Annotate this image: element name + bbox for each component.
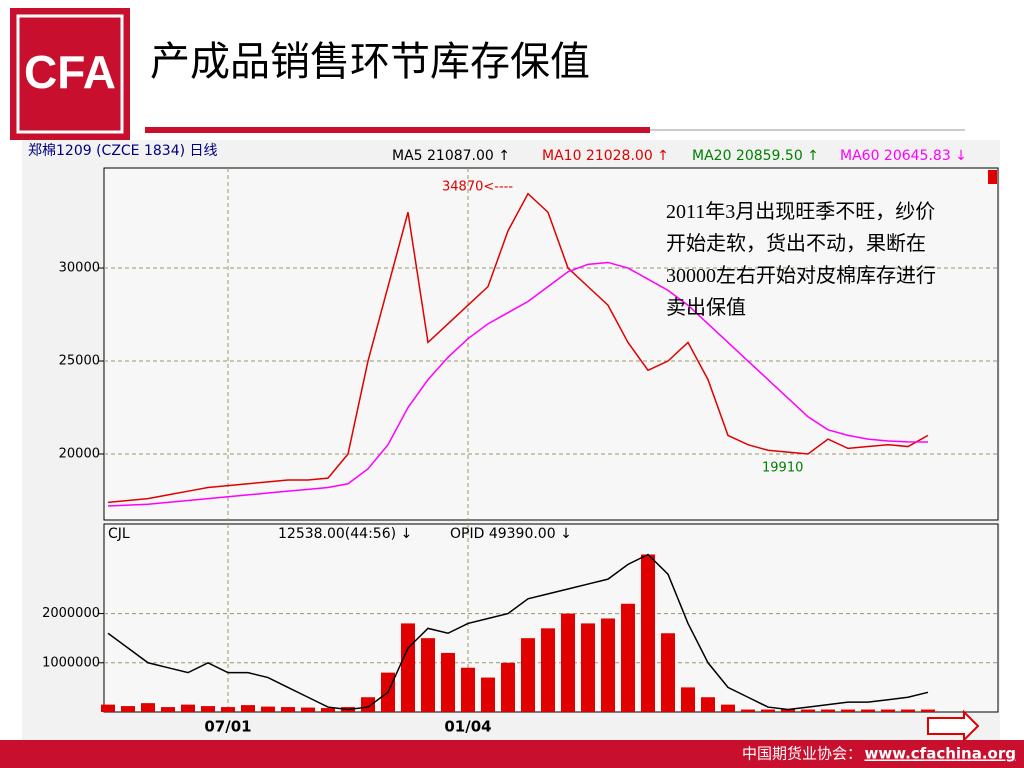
bar: [481, 677, 495, 712]
slide-title: 产成品销售环节库存保值: [150, 39, 590, 84]
series-line: [107, 553, 929, 711]
bar: [101, 704, 115, 712]
bar: [441, 652, 455, 712]
bar: [421, 638, 435, 712]
bar: [841, 709, 855, 712]
logo-box: [10, 8, 130, 140]
bar: [521, 638, 535, 712]
indicator: OPID 49390.00 ↓: [450, 526, 572, 542]
footer-bar: [0, 740, 1024, 768]
title-rule: [145, 127, 650, 133]
bar: [821, 709, 835, 712]
bar: [901, 709, 915, 712]
indicator: MA20 20859.50 ↑: [692, 148, 819, 164]
bar: [361, 697, 375, 712]
y-tick-label: 30000: [59, 261, 100, 276]
bar: [281, 707, 295, 712]
bar: [801, 709, 815, 712]
indicator: MA5 21087.00 ↑: [392, 148, 510, 164]
series-line: [107, 192, 929, 504]
annotation: 19910: [762, 461, 803, 476]
bar: [721, 704, 735, 712]
note: 2011年3月出现旺季不旺，纱价 开始走软，货出不动，果断在 30000左右开始…: [666, 196, 1016, 324]
panel-title: 郑棉1209 (CZCE 1834) 日线: [28, 142, 218, 159]
bar: [621, 603, 635, 712]
bar: [861, 709, 875, 712]
note-line: 30000左右开始对皮棉库存进行: [666, 265, 936, 287]
y-tick-label: 2000000: [42, 606, 100, 621]
bar: [261, 706, 275, 712]
bar: [321, 708, 335, 712]
bar: [681, 687, 695, 712]
footer-link[interactable]: www.cfachina.org: [864, 745, 1016, 763]
price-plot: [103, 167, 999, 521]
corner-mark: [988, 170, 997, 184]
bar: [401, 623, 415, 712]
bar: [201, 706, 215, 712]
footer-text: 中国期货业协会：: [742, 745, 862, 763]
x-tick-label: 07/01: [204, 718, 251, 736]
bar: [781, 709, 795, 712]
bar: [541, 628, 555, 712]
bar: [921, 709, 935, 712]
y-tick-label: 20000: [59, 446, 100, 461]
bar: [301, 707, 315, 712]
note-line: 卖出保值: [666, 297, 746, 319]
panel-title: CJL: [108, 526, 130, 542]
indicator: MA10 21028.00 ↑: [542, 148, 669, 164]
bar: [501, 662, 515, 712]
bar: [881, 709, 895, 712]
bar: [661, 633, 675, 712]
bar: [141, 703, 155, 712]
bar: [161, 707, 175, 712]
bar: [121, 706, 135, 712]
series-line: [107, 261, 929, 507]
y-tick-label: 1000000: [42, 655, 100, 670]
indicator: 12538.00(44:56) ↓: [278, 526, 412, 542]
bar: [461, 667, 475, 712]
indicator: MA60 20645.83 ↓: [840, 148, 967, 164]
logo-frame: [16, 14, 124, 134]
bar: [761, 709, 775, 712]
note-line: 2011年3月出现旺季不旺，纱价: [666, 201, 936, 223]
arrow-icon: [927, 709, 980, 743]
x-tick-label: 01/04: [444, 718, 491, 736]
y-tick-label: 25000: [59, 354, 100, 369]
bar: [241, 705, 255, 712]
bar: [601, 618, 615, 712]
note-line: 开始走软，货出不动，果断在: [666, 233, 926, 255]
bar: [701, 697, 715, 712]
bar: [181, 704, 195, 712]
bar: [561, 613, 575, 712]
annotation: 34870<----: [442, 180, 513, 195]
logo-text: CFA: [24, 46, 116, 98]
bar: [581, 623, 595, 712]
bar: [221, 707, 235, 712]
bar: [741, 709, 755, 712]
bar: [641, 554, 655, 712]
